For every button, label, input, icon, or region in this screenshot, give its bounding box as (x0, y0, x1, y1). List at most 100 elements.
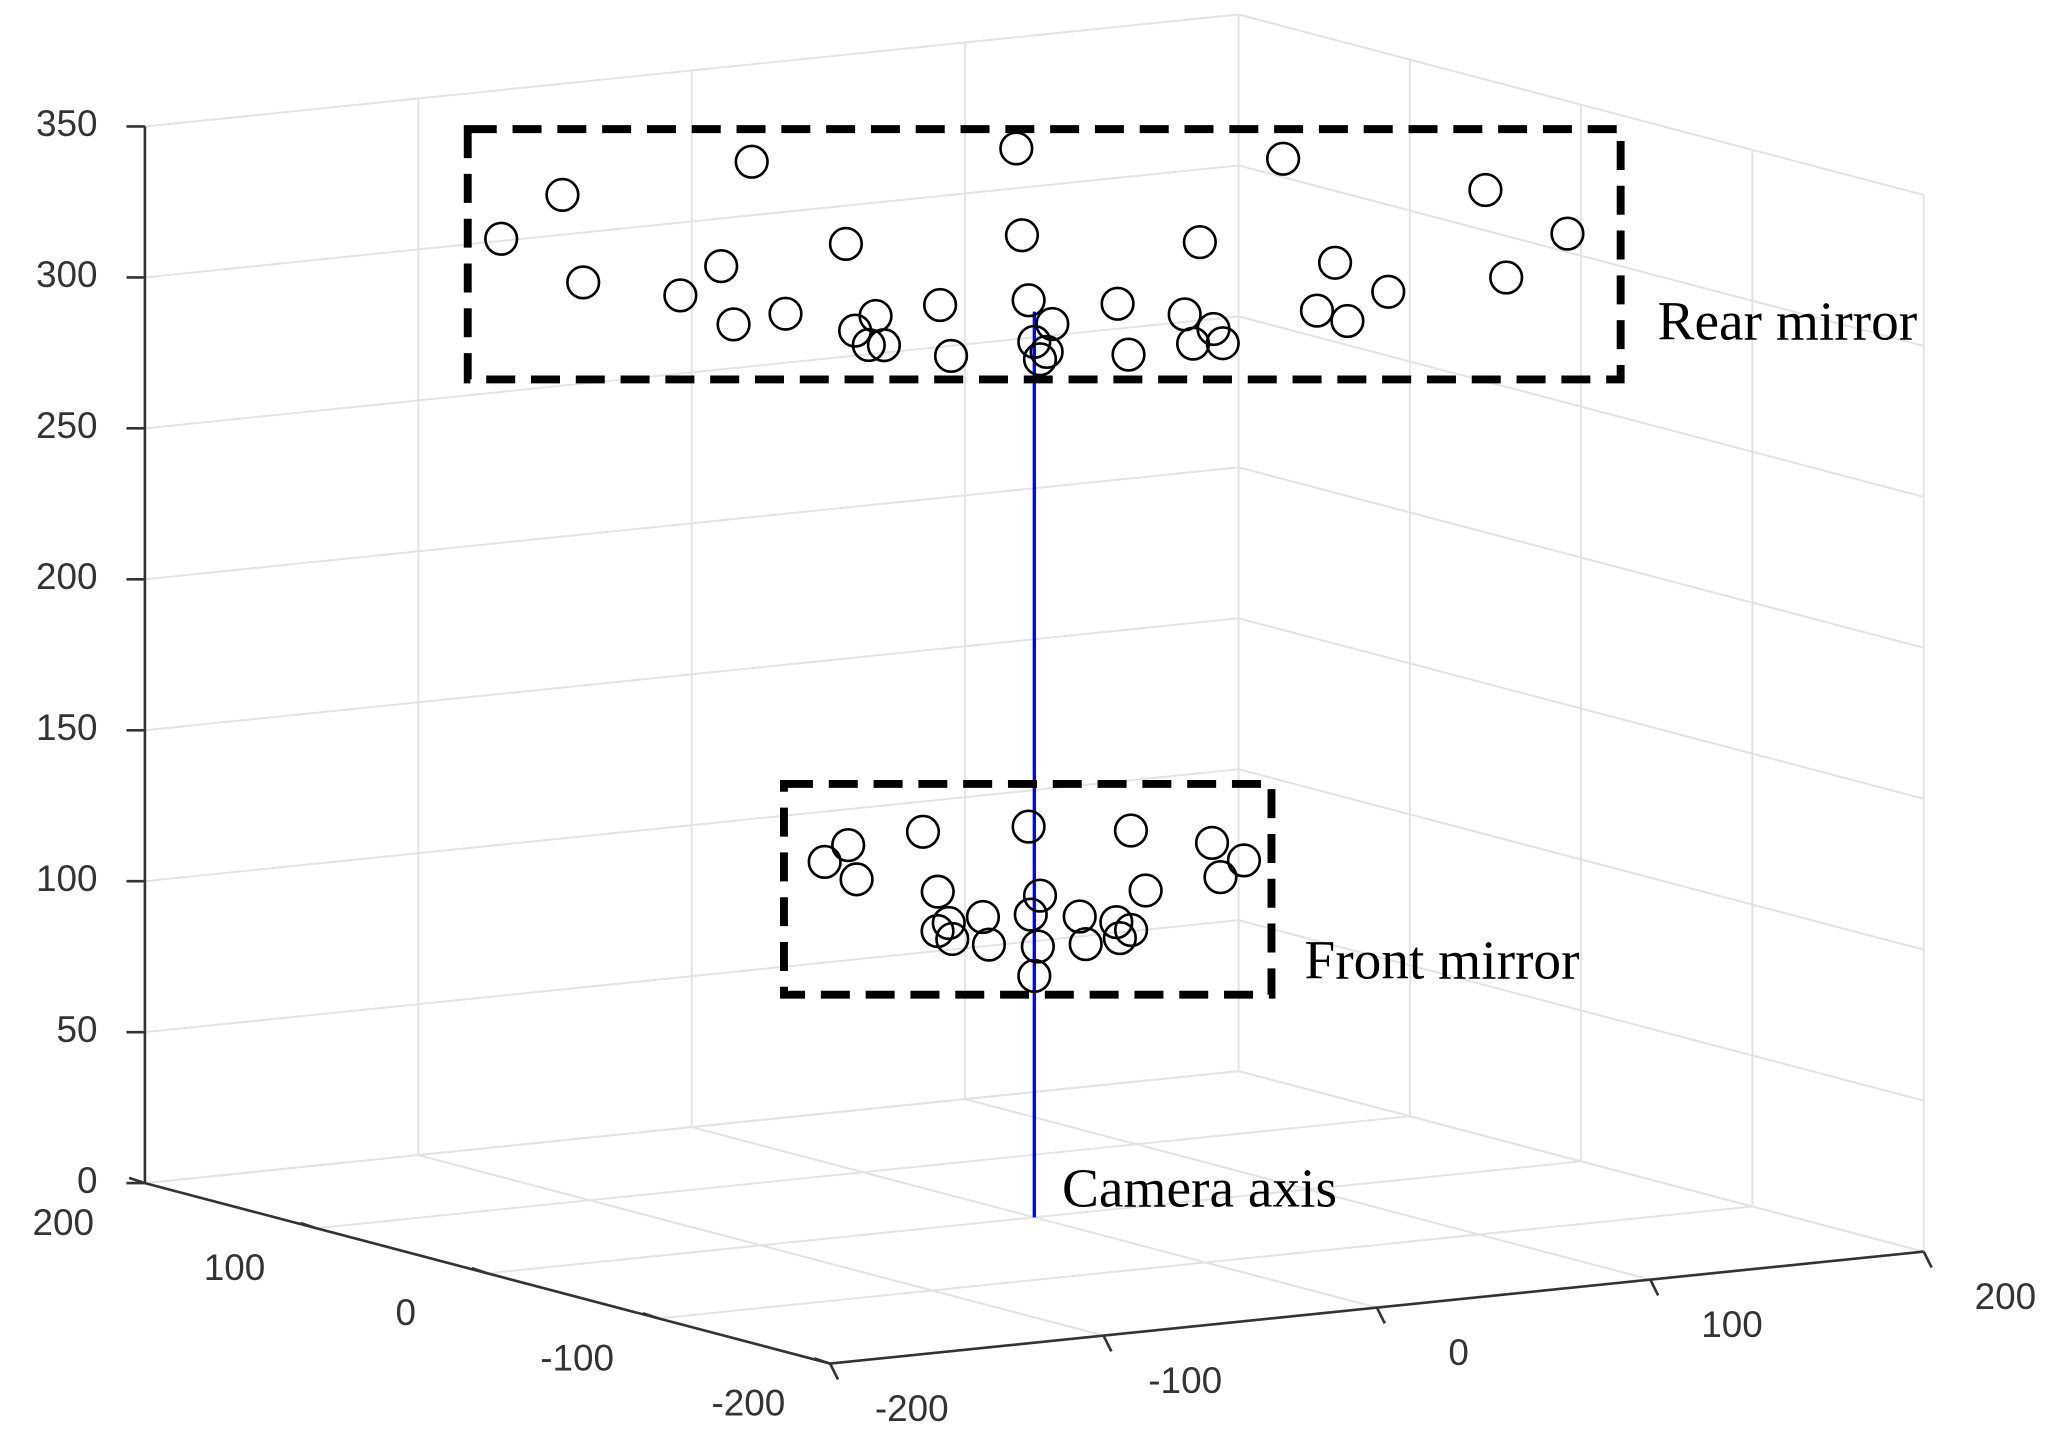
marker (1203, 860, 1238, 895)
z-tick-label: 0 (77, 1160, 98, 1201)
marker (933, 338, 969, 373)
marker (1175, 326, 1211, 361)
marker (1550, 216, 1585, 251)
y-tick (813, 1357, 831, 1365)
marker (1299, 293, 1335, 328)
marker (1113, 813, 1149, 848)
marker (866, 328, 902, 363)
x-tick (1375, 1307, 1386, 1324)
marker (1113, 912, 1149, 948)
z-tick-label: 250 (36, 405, 98, 446)
z-tick-label: 300 (36, 254, 98, 295)
marker (807, 844, 842, 880)
y-tick (471, 1266, 488, 1275)
marker (1017, 958, 1052, 993)
annotation-box (463, 125, 1625, 384)
marker (1004, 218, 1040, 253)
marker (971, 927, 1007, 962)
y-tick-label: 200 (32, 1202, 94, 1243)
marker (1102, 920, 1137, 956)
marker (1062, 899, 1097, 934)
axes: 0 50 100 150 200 250 300 350 -200 -100 0 100 200 -200… (32, 103, 2036, 1429)
marker (1029, 334, 1064, 369)
y-tick-label: -200 (711, 1382, 785, 1423)
grid-line (487, 1160, 1582, 1275)
y-tick (299, 1221, 317, 1230)
marker (1011, 283, 1046, 318)
marker (1013, 897, 1048, 932)
z-tick-label: 200 (36, 556, 98, 597)
marker (734, 144, 769, 179)
marker (1489, 260, 1524, 295)
annotation-box (780, 779, 1276, 999)
grid-line (316, 1115, 1410, 1230)
marker (1205, 326, 1240, 361)
marker (828, 226, 864, 262)
annotation: Front mirror (1304, 929, 1579, 990)
y-tick (642, 1311, 660, 1320)
marker (1022, 878, 1058, 913)
annotation: Rear mirror (1658, 290, 1918, 351)
y-tick (128, 1176, 146, 1185)
marker (851, 327, 886, 363)
x-tick-label: -100 (1148, 1360, 1222, 1401)
marker (1468, 172, 1503, 208)
y-axis (144, 1181, 831, 1365)
marker (1128, 873, 1163, 908)
grid (143, 13, 1925, 1365)
marker (1330, 303, 1365, 339)
y-tick-label: 0 (396, 1292, 417, 1333)
marker (484, 221, 519, 256)
grid-line (658, 1205, 1753, 1320)
marker (1035, 306, 1070, 342)
x-tick (1922, 1251, 1933, 1268)
z-tick-label: 100 (36, 858, 98, 899)
marker (1020, 929, 1055, 964)
x-tick (1649, 1279, 1660, 1296)
marker (965, 899, 1001, 935)
marker (1265, 141, 1301, 176)
marker (1317, 245, 1353, 280)
y-tick-label: 100 (204, 1247, 266, 1288)
marker (1100, 286, 1135, 321)
z-tick-label: 50 (56, 1009, 97, 1050)
x-tick (828, 1362, 840, 1380)
marker (858, 298, 893, 334)
grid-line (144, 1070, 1239, 1185)
marker (704, 248, 739, 284)
x-tick-label: 0 (1448, 1332, 1469, 1373)
marker (922, 287, 958, 323)
marker (905, 814, 941, 849)
marker (1011, 809, 1046, 844)
y-tick-label: -100 (540, 1337, 614, 1378)
marker (999, 131, 1034, 166)
marker (1068, 926, 1103, 962)
annotation: Camera axis (1062, 1157, 1337, 1218)
marker (839, 862, 874, 897)
marker (566, 265, 601, 300)
marker (663, 278, 698, 313)
marker (545, 177, 580, 213)
marker (935, 921, 970, 957)
marker (1194, 825, 1230, 861)
marker (831, 827, 866, 863)
marks (484, 131, 1585, 1218)
z-tick-label: 150 (36, 707, 98, 748)
marker (931, 905, 966, 941)
marker (1182, 225, 1217, 260)
x-tick-label: 100 (1701, 1304, 1763, 1345)
marker (716, 307, 751, 342)
marker (768, 296, 803, 331)
marker (1371, 274, 1406, 309)
marker (1167, 297, 1202, 332)
marker (1111, 337, 1146, 372)
z-tick-label: 350 (36, 103, 98, 144)
marker (1017, 324, 1052, 359)
marker (1022, 342, 1058, 377)
x-tick (1102, 1335, 1113, 1352)
marker (1226, 843, 1262, 878)
x-tick-label: -200 (875, 1388, 949, 1429)
x-tick-label: 200 (1975, 1276, 2037, 1317)
